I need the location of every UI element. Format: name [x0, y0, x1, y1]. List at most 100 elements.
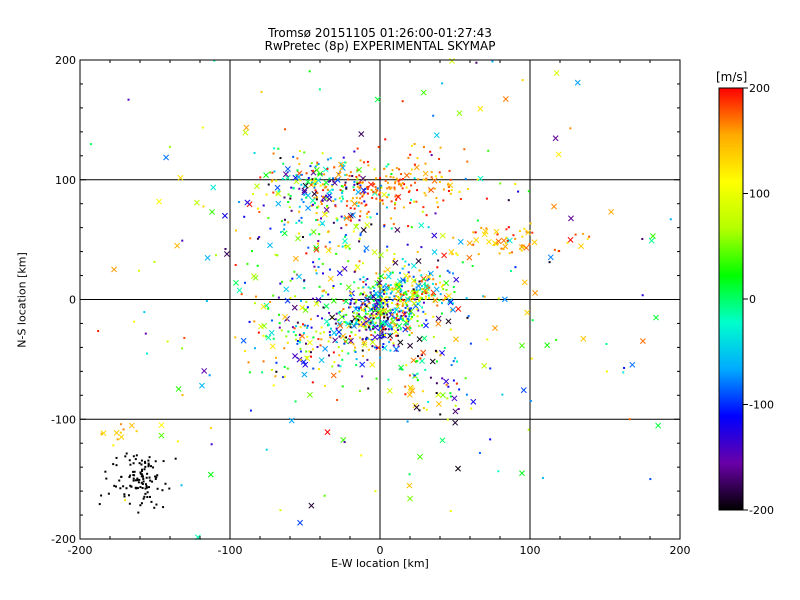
scatter-point-dot — [381, 331, 384, 334]
scatter-point-x — [322, 166, 329, 173]
scatter-point-x — [495, 238, 502, 245]
scatter-point-dot — [455, 252, 458, 255]
scatter-point-x — [492, 325, 498, 332]
scatter-point-dot — [394, 202, 397, 205]
scatter-point-dot — [344, 174, 347, 177]
scatter-point-dot — [315, 198, 318, 201]
scatter-point-dot — [389, 272, 392, 275]
scatter-point-dot — [448, 169, 451, 172]
scatter-point-dot — [368, 301, 371, 304]
scatter-point-dot — [364, 279, 367, 282]
scatter-point-x — [482, 228, 489, 235]
scatter-point-dot — [364, 303, 367, 306]
scatter-point-dot — [365, 212, 368, 215]
scatter-point-dot — [353, 281, 356, 284]
scatter-point-dot — [118, 479, 121, 482]
scatter-point-dot — [415, 294, 418, 297]
scatter-point-dot — [367, 387, 370, 390]
scatter-point-dot — [292, 187, 295, 190]
scatter-point-dot — [119, 431, 122, 434]
scatter-point-dot — [411, 284, 414, 287]
scatter-point-dot — [380, 322, 383, 325]
scatter-point-dot — [384, 179, 387, 182]
scatter-point-dot — [390, 200, 393, 203]
scatter-point-dot — [352, 188, 355, 191]
scatter-point-dot — [359, 292, 362, 295]
scatter-point-x — [343, 215, 350, 221]
scatter-point-dot — [413, 142, 416, 145]
scatter-point-x — [386, 387, 393, 394]
scatter-point-dot — [390, 311, 393, 314]
scatter-point-dot — [372, 299, 375, 302]
scatter-point-dot — [487, 149, 490, 152]
scatter-point-x — [531, 239, 538, 246]
scatter-point-dot — [314, 219, 317, 222]
scatter-point-dot — [277, 190, 280, 193]
scatter-point-dot — [423, 192, 426, 195]
scatter-point-dot — [415, 360, 418, 363]
scatter-point-dot — [320, 202, 323, 205]
scatter-point-x — [443, 280, 450, 287]
scatter-point-dot — [321, 294, 324, 297]
scatter-point-dot — [364, 283, 367, 286]
scatter-point-dot — [300, 198, 303, 201]
scatter-point-dot — [365, 338, 368, 341]
scatter-point-dot — [344, 184, 347, 187]
scatter-point-x — [477, 175, 484, 182]
scatter-point-dot — [370, 189, 373, 192]
scatter-point-dot — [149, 479, 152, 482]
scatter-point-dot — [309, 233, 312, 236]
scatter-point-dot — [302, 323, 305, 326]
scatter-point-dot — [357, 205, 360, 208]
scatter-point-dot — [343, 441, 346, 444]
scatter-point-dot — [344, 234, 347, 237]
scatter-point-dot — [407, 225, 410, 228]
scatter-point-x — [330, 297, 337, 304]
scatter-point-dot — [402, 293, 405, 296]
scatter-point-dot — [400, 368, 403, 371]
scatter-point-dot — [384, 321, 387, 324]
scatter-point-dot — [358, 329, 361, 332]
scatter-point-dot — [641, 294, 644, 297]
scatter-point-x — [204, 254, 211, 261]
scatter-point-dot — [339, 189, 342, 192]
scatter-point-dot — [142, 480, 145, 483]
scatter-point-dot — [359, 234, 362, 237]
scatter-point-x — [455, 465, 461, 472]
scatter-point-dot — [287, 193, 290, 196]
scatter-point-dot — [267, 307, 270, 310]
scatter-point-dot — [140, 470, 143, 473]
scatter-point-x — [323, 206, 330, 213]
scatter-point-dot — [125, 452, 128, 455]
scatter-point-dot — [154, 460, 157, 463]
scatter-point-dot — [344, 245, 347, 248]
scatter-point-x — [322, 345, 329, 352]
scatter-point-dot — [401, 100, 404, 103]
scatter-point-dot — [313, 186, 316, 189]
scatter-point-dot — [359, 197, 362, 200]
scatter-point-x — [387, 332, 394, 339]
scatter-point-dot — [346, 200, 349, 203]
scatter-point-x — [282, 313, 288, 320]
scatter-point-dot — [499, 182, 502, 185]
scatter-point-dot — [507, 199, 510, 202]
scatter-point-dot — [332, 285, 335, 288]
scatter-point-dot — [136, 487, 139, 490]
scatter-point-dot — [414, 376, 417, 379]
scatter-point-dot — [298, 341, 301, 344]
scatter-point-dot — [382, 312, 385, 315]
scatter-point-dot — [313, 197, 316, 200]
scatter-point-dot — [369, 296, 372, 299]
scatter-point-dot — [359, 192, 362, 195]
scatter-point-x — [323, 303, 330, 310]
scatter-point-dot — [287, 330, 290, 333]
scatter-point-dot — [141, 482, 144, 485]
scatter-point-dot — [453, 290, 456, 293]
scatter-point-dot — [355, 175, 358, 178]
scatter-point-dot — [364, 299, 367, 302]
scatter-point-dot — [447, 189, 450, 192]
scatter-point-dot — [130, 485, 133, 488]
scatter-point-dot — [467, 315, 470, 318]
scatter-point-dot — [372, 183, 375, 186]
scatter-point-dot — [298, 232, 301, 235]
